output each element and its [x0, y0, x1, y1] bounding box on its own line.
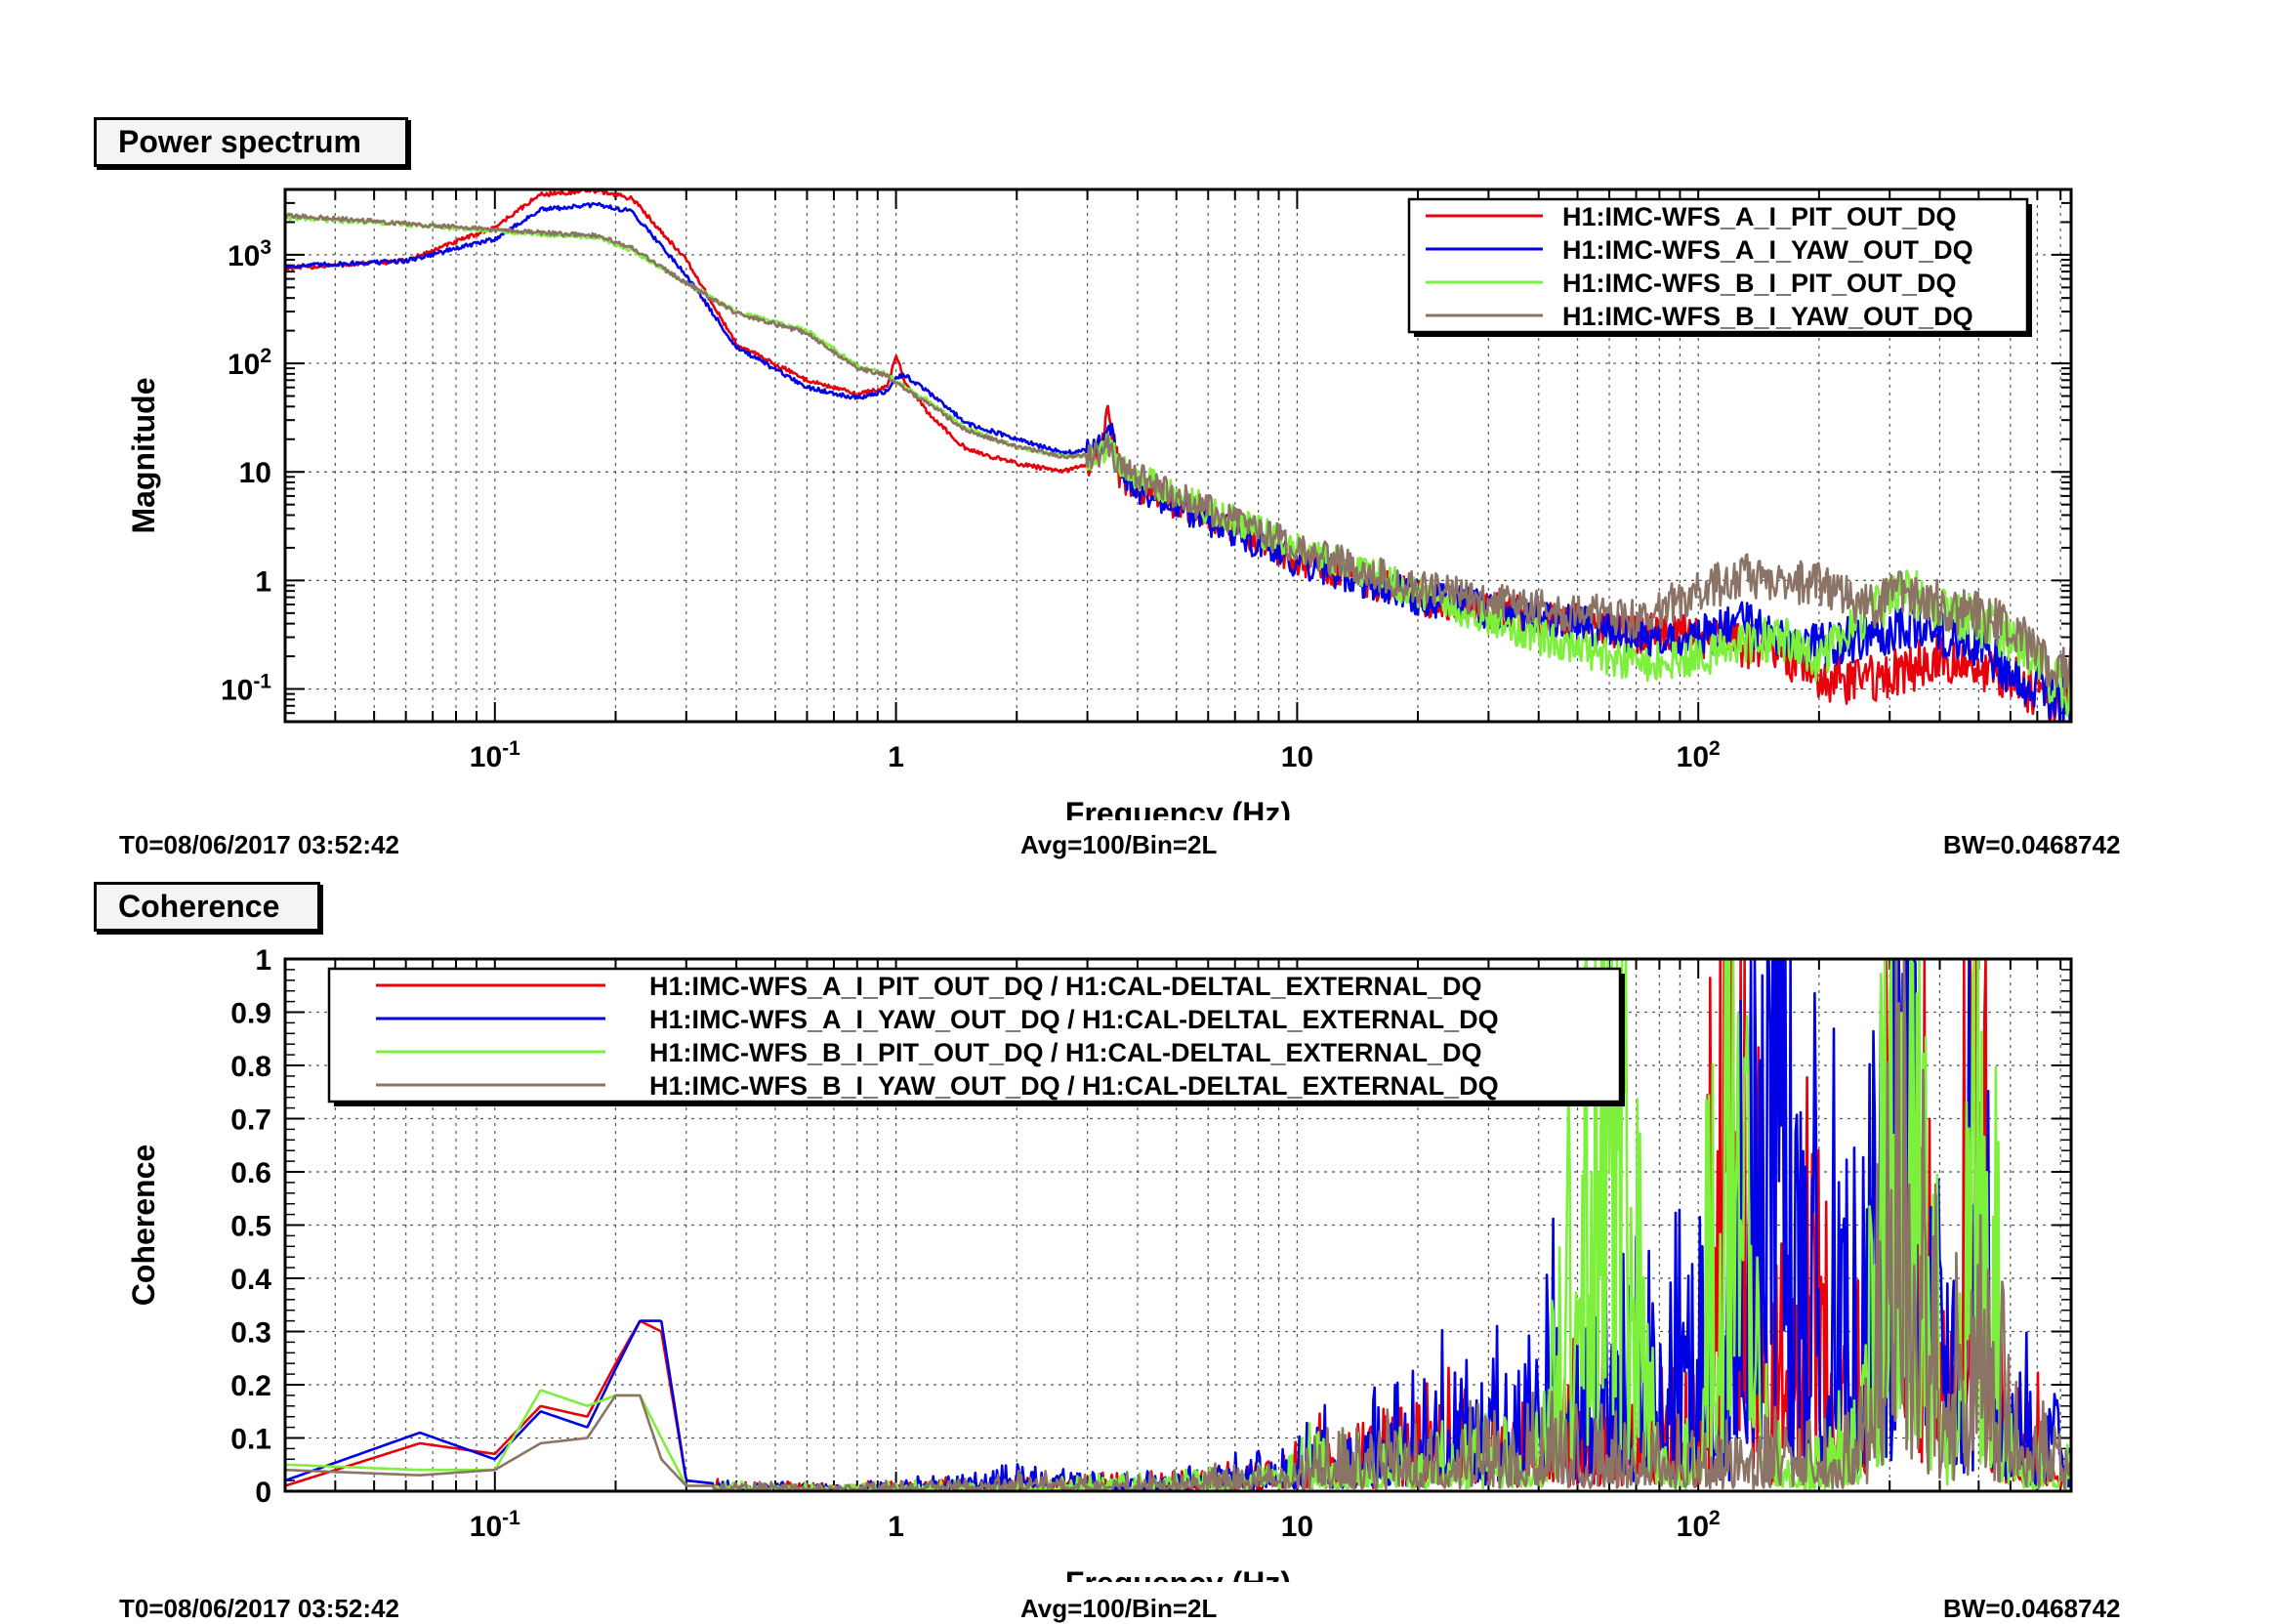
y-tick-label: 103 [228, 236, 271, 272]
legend-label-3: H1:IMC-WFS_B_I_PIT_OUT_DQ [1562, 269, 1957, 298]
x-tick-label: 1 [888, 1511, 904, 1543]
y-tick-label: 0.3 [230, 1317, 271, 1350]
legend-box [1407, 197, 2029, 334]
x-tick-label: 10 [1281, 1511, 1313, 1543]
x-tick-label: 102 [1677, 737, 1721, 773]
y-tick-label: 0 [255, 1477, 271, 1509]
x-tick-label: 102 [1677, 1507, 1721, 1543]
legend-box [327, 967, 1622, 1103]
x-tick-label: 10 [1281, 741, 1313, 773]
series-line-4 [285, 959, 2071, 1491]
power-spectrum-chart: 10-1 1 10 102 10-1 1 10 102 103 Frequency (Hz) Mag… [126, 187, 2073, 820]
x-tick-label: 1 [888, 741, 904, 773]
y-tick-label: 0.2 [230, 1370, 271, 1402]
avg-label-2: Avg=100/Bin=2L [1020, 1594, 1218, 1623]
x-tick-label: 10-1 [470, 1507, 520, 1543]
y-tick-label: 10 [239, 457, 271, 489]
x-axis-label: Frequency (Hz) [1065, 1565, 1291, 1582]
series-line-2 [285, 959, 2071, 1491]
tab-power-spectrum[interactable]: Power spectrum [94, 117, 408, 167]
y-tick-label: 0.9 [230, 998, 271, 1030]
y-tick-label: 0.4 [230, 1264, 271, 1296]
x-axis-label: Frequency (Hz) [1065, 796, 1291, 820]
legend-label-1: H1:IMC-WFS_A_I_PIT_OUT_DQ [1562, 202, 1957, 231]
y-tick-label: 0.5 [230, 1211, 271, 1243]
avg-label-1: Avg=100/Bin=2L [1020, 830, 1218, 859]
legend-label-2: H1:IMC-WFS_A_I_YAW_OUT_DQ [1562, 235, 1973, 265]
y-tick-label: 0.1 [230, 1424, 271, 1456]
y-axis-label: Coherence [126, 1145, 161, 1306]
legend-label-3: H1:IMC-WFS_B_I_PIT_OUT_DQ / H1:CAL-DELTA… [649, 1038, 1482, 1067]
y-tick-label: 102 [228, 345, 271, 381]
legend-label-4: H1:IMC-WFS_B_I_YAW_OUT_DQ / H1:CAL-DELTA… [649, 1071, 1499, 1101]
t0-label-2: T0=08/06/2017 03:52:42 [119, 1594, 399, 1623]
y-axis-label: Magnitude [126, 378, 161, 534]
legend: H1:IMC-WFS_A_I_PIT_OUT_DQ / H1:CAL-DELTA… [327, 967, 1625, 1106]
coherence-chart: 10-1 1 10 102 0 0.1 0.2 0.3 0.4 0.5 0.6 0.7 0.8 0.9 1 F… [126, 944, 2073, 1582]
plot-frame [283, 957, 2073, 1493]
x-tick-label: 10-1 [470, 737, 520, 773]
bw-label-1: BW=0.0468742 [1943, 830, 2121, 859]
tab-coherence[interactable]: Coherence [94, 882, 320, 932]
y-tick-label: 0.6 [230, 1157, 271, 1189]
legend-label-2: H1:IMC-WFS_A_I_YAW_OUT_DQ / H1:CAL-DELTA… [649, 1005, 1499, 1034]
y-tick-label: 10-1 [221, 671, 271, 707]
y-tick-label: 0.7 [230, 1104, 271, 1137]
t0-label-1: T0=08/06/2017 03:52:42 [119, 830, 399, 859]
y-tick-label: 1 [255, 944, 271, 977]
series-group [285, 959, 2071, 1491]
bw-label-2: BW=0.0468742 [1943, 1594, 2121, 1623]
y-tick-label: 1 [255, 565, 271, 598]
series-line-4 [285, 212, 2071, 697]
legend: H1:IMC-WFS_A_I_PIT_OUT_DQ H1:IMC-WFS_A_I_… [1407, 197, 2032, 337]
legend-label-1: H1:IMC-WFS_A_I_PIT_OUT_DQ / H1:CAL-DELTA… [649, 972, 1482, 1001]
legend-label-4: H1:IMC-WFS_B_I_YAW_OUT_DQ [1562, 302, 1973, 331]
y-tick-label: 0.8 [230, 1051, 271, 1083]
plot-frame [283, 187, 2073, 724]
